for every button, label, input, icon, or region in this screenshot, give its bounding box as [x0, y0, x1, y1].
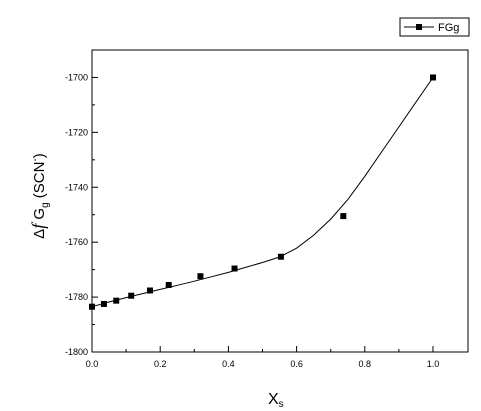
x-axis-title: Xs [268, 391, 284, 410]
x-axis-title-main: X [268, 391, 279, 408]
data-point [231, 265, 238, 272]
x-tick-label: 0.2 [154, 359, 167, 369]
x-axis-ticks: 0.0 0.2 0.4 0.6 0.8 1.0 [86, 346, 440, 369]
y-axis-title-close: ) [31, 153, 48, 158]
x-tick-label: 0.8 [359, 359, 372, 369]
data-points [89, 74, 436, 310]
data-point [277, 253, 284, 260]
x-tick-label: 0.0 [86, 359, 99, 369]
y-axis-title-f: f [28, 221, 48, 229]
plot-area [91, 49, 469, 353]
x-axis-title-sub: s [279, 399, 284, 410]
y-axis-ticks: -1700 -1720 -1740 -1760 -1780 -1800 [65, 49, 98, 357]
y-axis-title-sub: g [40, 202, 51, 208]
data-point [146, 287, 153, 294]
y-tick-label: -1760 [65, 237, 88, 247]
data-point [113, 297, 120, 304]
y-axis-title-sup: - [30, 158, 41, 161]
legend-box [399, 17, 470, 37]
legend-label: FGg [438, 22, 459, 34]
y-tick-label: -1700 [65, 72, 88, 82]
y-tick-label: -1740 [65, 182, 88, 192]
y-axis-title: Δf Gg (SCN-) [28, 153, 51, 239]
y-tick-label: -1720 [65, 127, 88, 137]
x-tick-label: 0.4 [222, 359, 235, 369]
x-tick-label: 1.0 [427, 359, 440, 369]
y-tick-label: -1780 [65, 292, 88, 302]
data-point [128, 292, 135, 299]
data-point [89, 303, 95, 310]
y-axis-title-g: G [31, 208, 48, 224]
x-tick-label: 0.6 [290, 359, 303, 369]
data-point [430, 74, 436, 81]
data-point [197, 273, 204, 280]
legend: FGg [399, 17, 470, 37]
y-tick-label: -1800 [65, 347, 88, 357]
data-point [100, 300, 107, 307]
legend-marker [416, 24, 422, 30]
y-axis-title-delta: Δ [31, 229, 48, 239]
data-point [165, 282, 172, 289]
data-point [340, 213, 347, 220]
y-axis-title-scn: (SCN [31, 162, 48, 203]
